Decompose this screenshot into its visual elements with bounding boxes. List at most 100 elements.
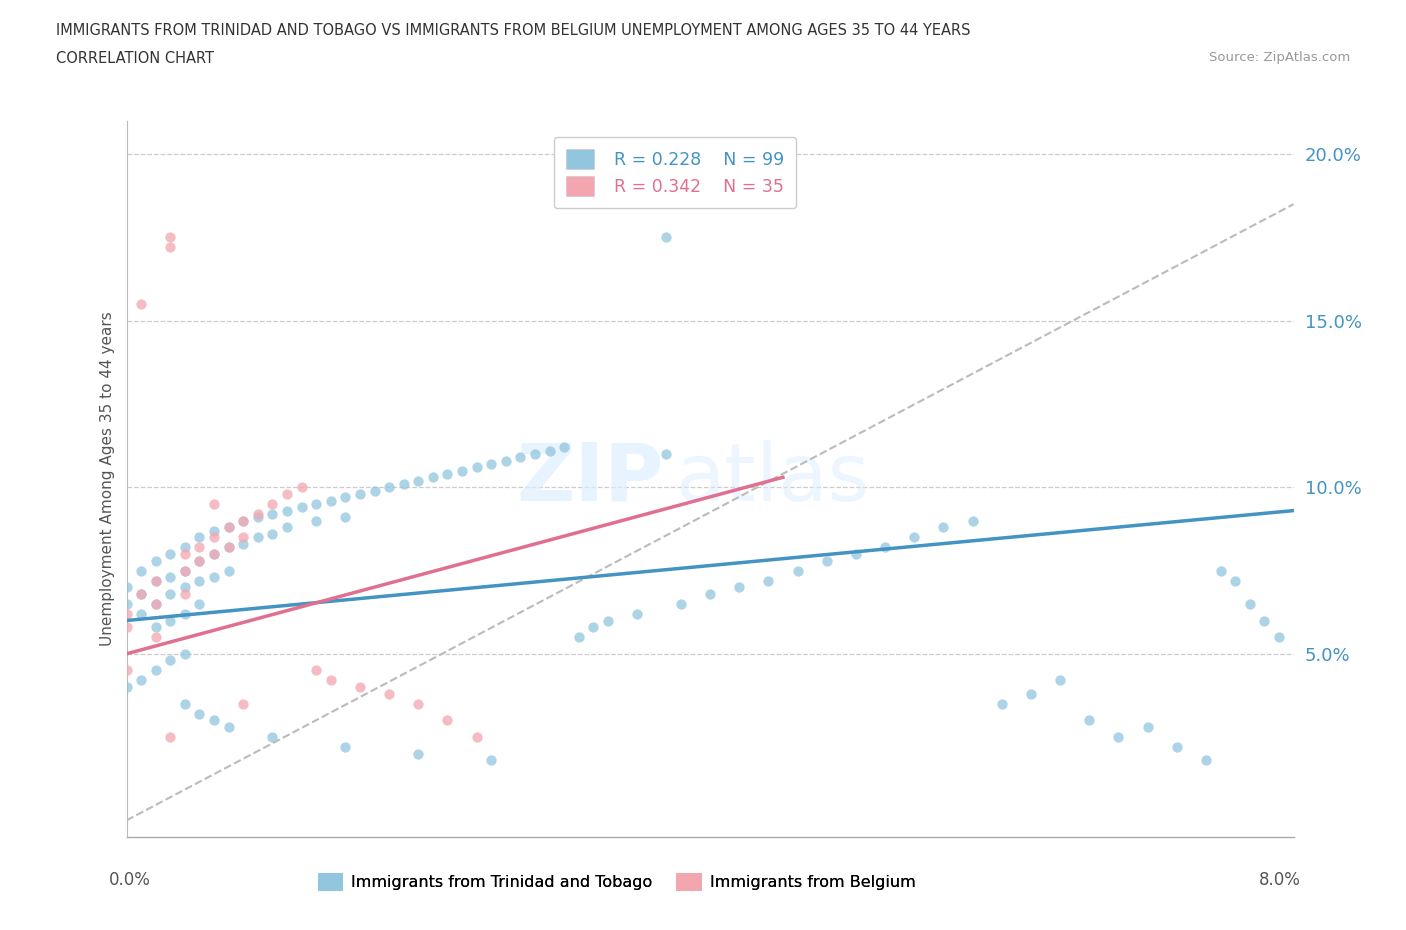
Point	[1195, 753, 1218, 768]
Point	[232, 530, 254, 545]
Point	[129, 297, 152, 312]
Point	[392, 476, 415, 491]
Point	[115, 619, 138, 634]
Point	[305, 513, 328, 528]
Point	[174, 606, 197, 621]
Point	[218, 520, 240, 535]
Point	[538, 444, 561, 458]
Point	[246, 530, 269, 545]
Point	[728, 579, 751, 594]
Point	[159, 547, 181, 562]
Point	[246, 510, 269, 525]
Point	[129, 563, 152, 578]
Point	[174, 539, 197, 554]
Point	[932, 520, 955, 535]
Point	[422, 470, 444, 485]
Point	[115, 579, 138, 594]
Point	[174, 579, 197, 594]
Point	[596, 613, 619, 628]
Point	[262, 526, 284, 541]
Point	[815, 553, 838, 568]
Point	[174, 547, 197, 562]
Point	[305, 497, 328, 512]
Point	[436, 467, 458, 482]
Point	[582, 619, 605, 634]
Point	[408, 473, 430, 488]
Point	[159, 230, 181, 245]
Point	[290, 499, 312, 514]
Point	[408, 746, 430, 761]
Point	[479, 753, 502, 768]
Point	[451, 463, 474, 478]
Point	[246, 507, 269, 522]
Point	[159, 587, 181, 602]
Text: IMMIGRANTS FROM TRINIDAD AND TOBAGO VS IMMIGRANTS FROM BELGIUM UNEMPLOYMENT AMON: IMMIGRANTS FROM TRINIDAD AND TOBAGO VS I…	[56, 23, 970, 38]
Text: ZIP: ZIP	[516, 440, 664, 518]
Point	[129, 606, 152, 621]
Point	[145, 573, 167, 588]
Point	[159, 653, 181, 668]
Point	[129, 673, 152, 688]
Point	[174, 697, 197, 711]
Point	[903, 530, 925, 545]
Point	[509, 450, 531, 465]
Y-axis label: Unemployment Among Ages 35 to 44 years: Unemployment Among Ages 35 to 44 years	[100, 312, 115, 646]
Point	[188, 573, 211, 588]
Point	[202, 524, 225, 538]
Point	[202, 570, 225, 585]
Point	[202, 530, 225, 545]
Point	[1253, 613, 1275, 628]
Point	[145, 573, 167, 588]
Point	[188, 706, 211, 721]
Point	[378, 480, 401, 495]
Point	[319, 493, 342, 508]
Point	[290, 480, 312, 495]
Point	[465, 459, 488, 474]
Text: CORRELATION CHART: CORRELATION CHART	[56, 51, 214, 66]
Point	[873, 539, 897, 554]
Text: 0.0%: 0.0%	[108, 871, 150, 889]
Point	[129, 587, 152, 602]
Point	[465, 730, 488, 745]
Point	[188, 539, 211, 554]
Point	[786, 563, 808, 578]
Point	[159, 240, 181, 255]
Point	[188, 553, 211, 568]
Point	[232, 513, 254, 528]
Point	[349, 486, 371, 501]
Point	[335, 510, 357, 525]
Point	[232, 537, 254, 551]
Point	[553, 440, 575, 455]
Point	[699, 587, 721, 602]
Point	[990, 697, 1012, 711]
Point	[1239, 596, 1261, 611]
Point	[523, 446, 546, 461]
Point	[115, 663, 138, 678]
Point	[218, 539, 240, 554]
Point	[436, 713, 458, 728]
Point	[1136, 720, 1159, 735]
Point	[655, 446, 678, 461]
Point	[335, 739, 357, 754]
Point	[845, 547, 868, 562]
Point	[655, 230, 678, 245]
Point	[202, 497, 225, 512]
Point	[145, 596, 167, 611]
Point	[188, 553, 211, 568]
Point	[202, 547, 225, 562]
Point	[1209, 563, 1232, 578]
Point	[305, 663, 328, 678]
Point	[159, 570, 181, 585]
Legend: Immigrants from Trinidad and Tobago, Immigrants from Belgium: Immigrants from Trinidad and Tobago, Imm…	[311, 867, 922, 897]
Point	[218, 563, 240, 578]
Point	[145, 630, 167, 644]
Point	[262, 730, 284, 745]
Point	[276, 486, 298, 501]
Point	[1019, 686, 1042, 701]
Point	[262, 507, 284, 522]
Point	[174, 587, 197, 602]
Point	[145, 619, 167, 634]
Point	[335, 490, 357, 505]
Point	[218, 520, 240, 535]
Point	[1049, 673, 1071, 688]
